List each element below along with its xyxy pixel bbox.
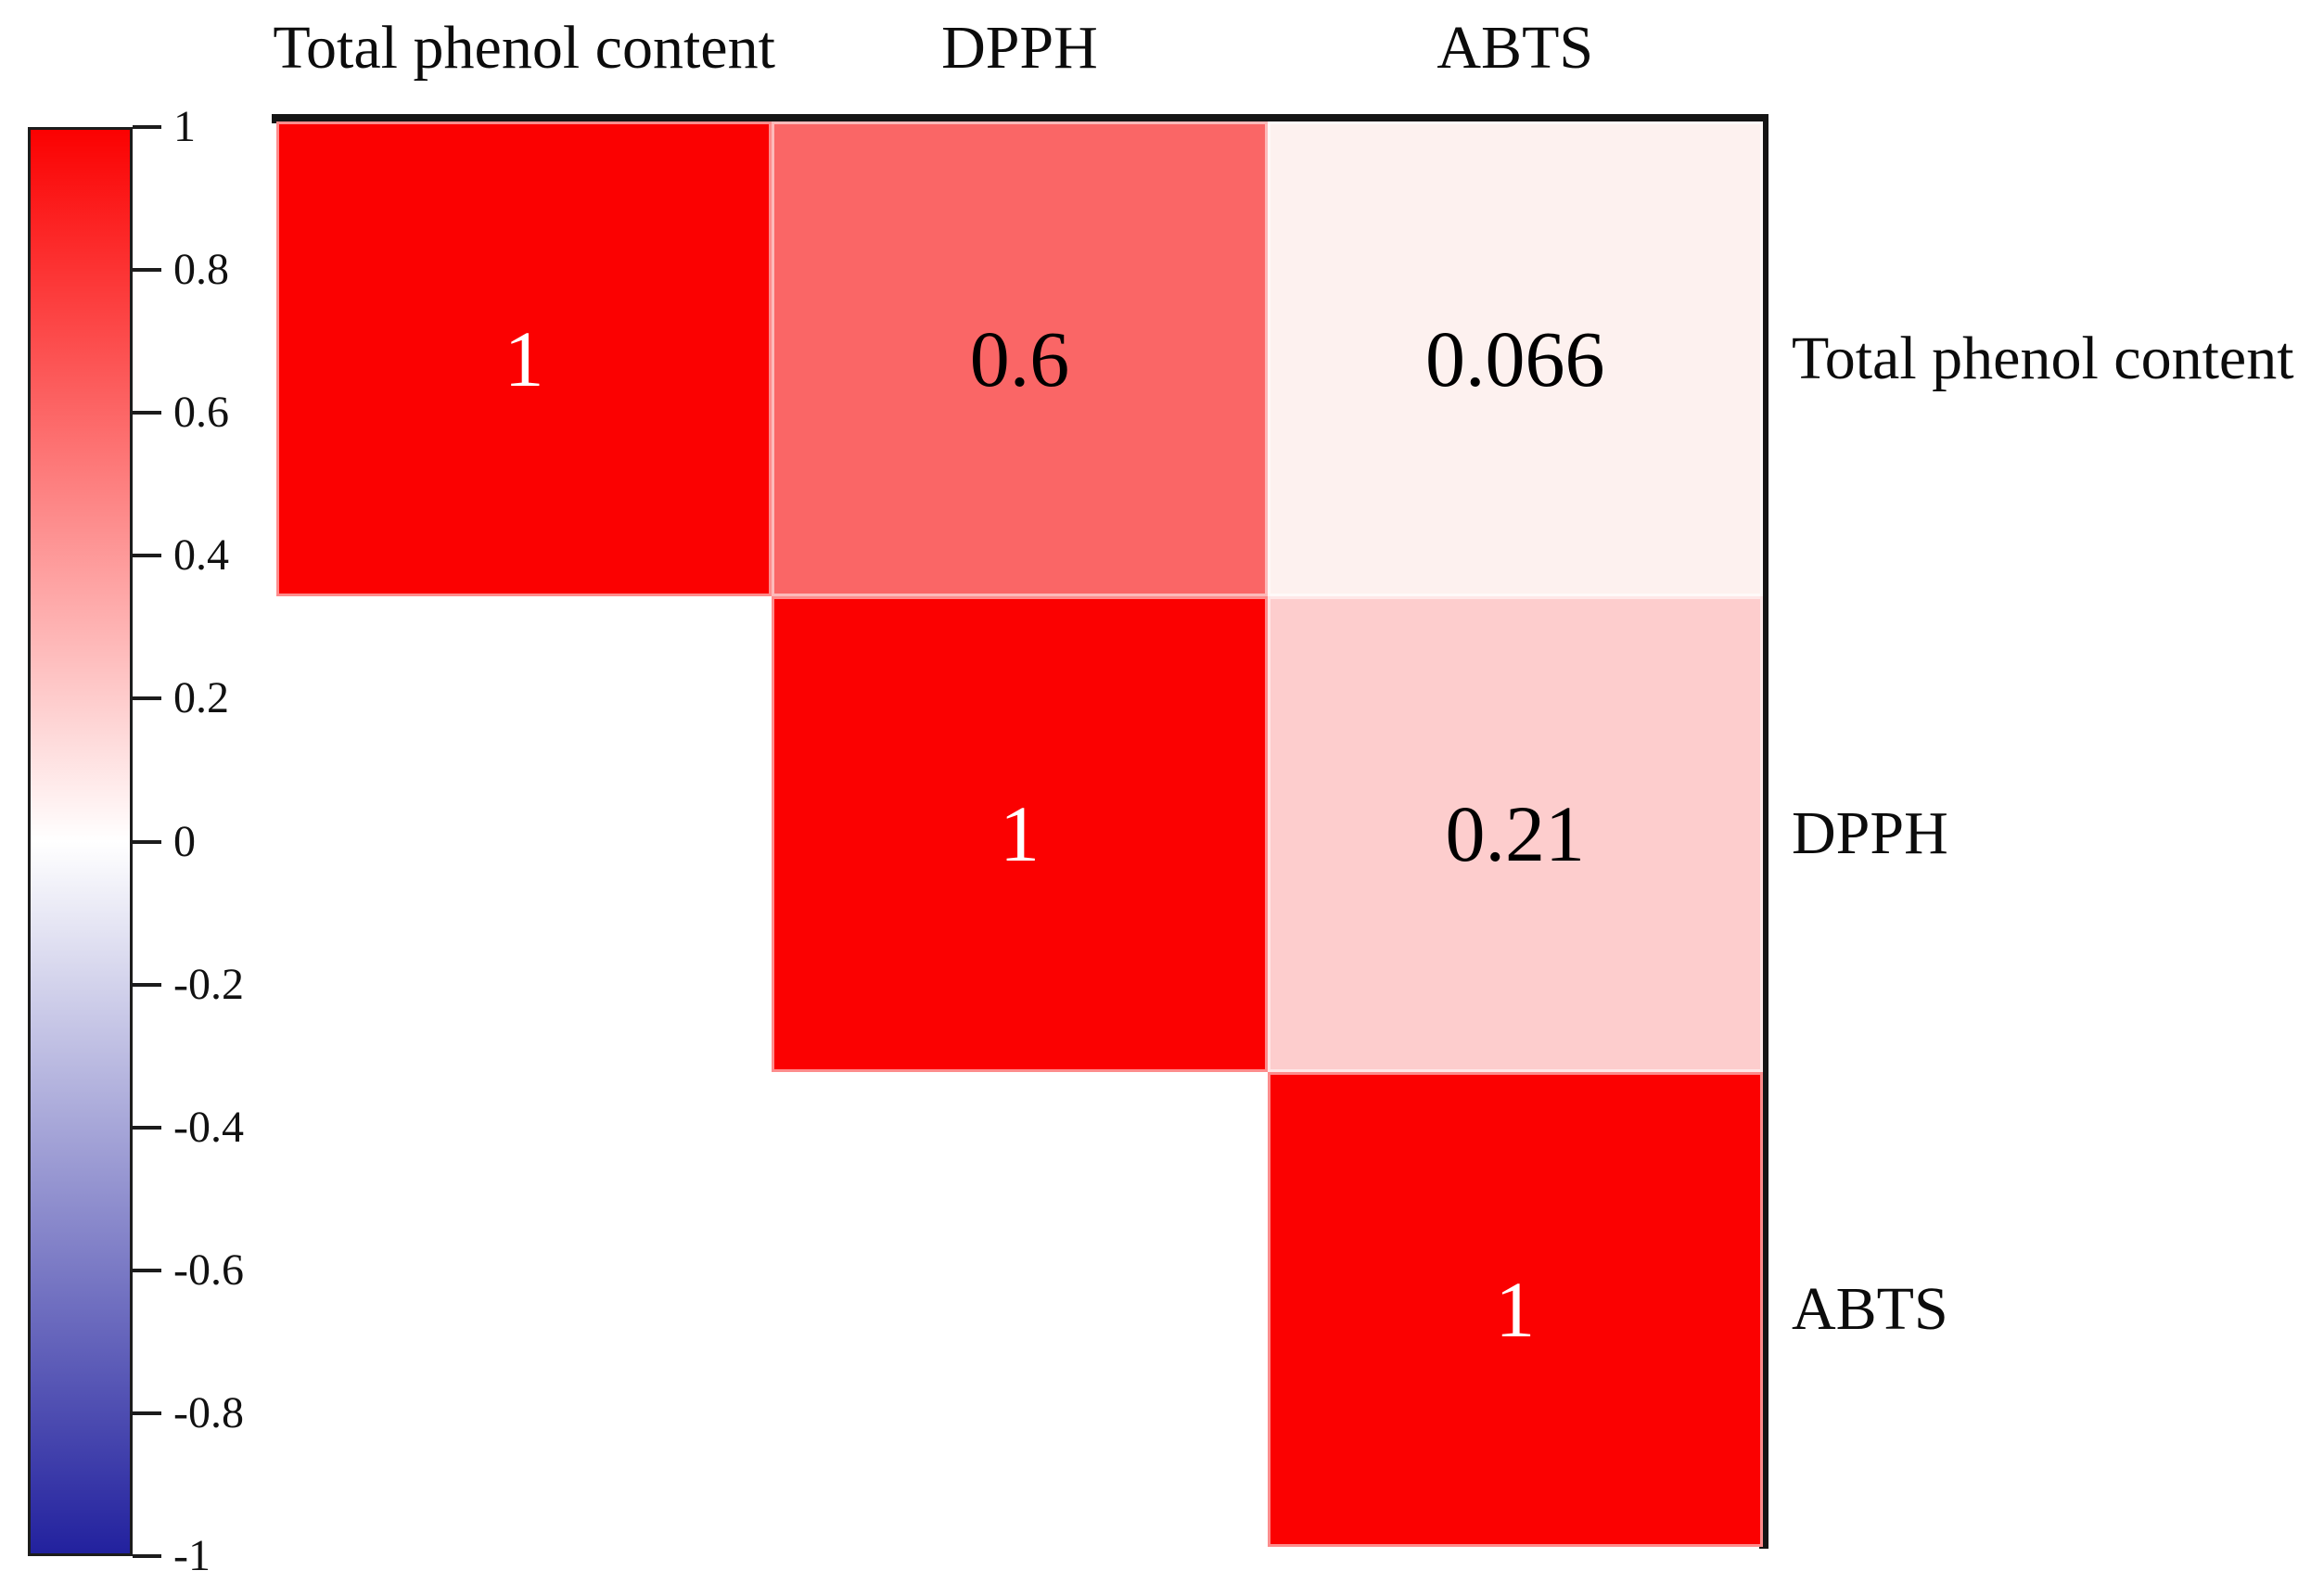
colorbar-tick-label-0: 0 (173, 816, 196, 866)
cell-value: 0.066 (1424, 314, 1605, 404)
cell-total-phenol-content-x-abts: 0.066 (1267, 121, 1763, 597)
colorbar-tick-label-1: 1 (173, 102, 196, 151)
colorbar-tick-mark-0 (133, 839, 161, 844)
colorbar-tick-label-0-6: 0.6 (173, 388, 229, 438)
colorbar-tick-label-0-4: 0.4 (173, 530, 229, 581)
colorbar-tick-mark--0-6 (133, 1268, 161, 1272)
cell-abts-x-abts: 1 (1267, 1071, 1763, 1547)
row-label-total-phenol-content: Total phenol content (1792, 325, 2294, 393)
matrix-frame-right-border (1759, 114, 1768, 1549)
column-header-dpph: DPPH (941, 14, 1098, 82)
colorbar-tick-mark--0-2 (133, 982, 161, 987)
colorbar-tick-mark-0-8 (133, 268, 161, 273)
colorbar-tick-label-0-2: 0.2 (173, 673, 229, 723)
colorbar-tick-mark--0-4 (133, 1125, 161, 1130)
colorbar-tick-mark-0-6 (133, 411, 161, 415)
cell-total-phenol-content-x-dpph: 0.6 (772, 121, 1268, 597)
colorbar-gradient (28, 127, 133, 1556)
cell-value: 1 (999, 789, 1040, 879)
colorbar-tick-label--0-2: -0.2 (173, 959, 244, 1009)
row-label-abts: ABTS (1792, 1274, 1948, 1343)
colorbar-tick-mark-0-2 (133, 696, 161, 701)
colorbar-tick-mark--1 (133, 1554, 161, 1558)
colorbar-tick-mark-0-4 (133, 554, 161, 558)
cell-value: 1 (504, 314, 544, 404)
cell-dpph-x-abts: 0.21 (1267, 596, 1763, 1072)
cell-value: 0.21 (1445, 789, 1585, 879)
colorbar-tick-label-0-8: 0.8 (173, 245, 229, 295)
column-header-abts: ABTS (1436, 14, 1594, 82)
cell-total-phenol-content-x-total-phenol-content: 1 (276, 121, 772, 597)
column-header-total-phenol-content: Total phenol content (273, 14, 775, 82)
matrix-frame-top-border (272, 114, 1768, 123)
cell-value: 1 (1495, 1264, 1536, 1354)
cell-dpph-x-dpph: 1 (772, 596, 1268, 1072)
colorbar-tick-label--0-8: -0.8 (173, 1387, 244, 1437)
cell-value: 0.6 (969, 314, 1070, 404)
colorbar-tick-mark--0-8 (133, 1411, 161, 1415)
colorbar-tick-label--0-6: -0.6 (173, 1245, 244, 1295)
colorbar-tick-mark-1 (133, 125, 161, 129)
colorbar-tick-label--1: -1 (173, 1531, 211, 1580)
row-label-dpph: DPPH (1792, 799, 1948, 868)
colorbar-tick-label--0-4: -0.4 (173, 1102, 244, 1152)
